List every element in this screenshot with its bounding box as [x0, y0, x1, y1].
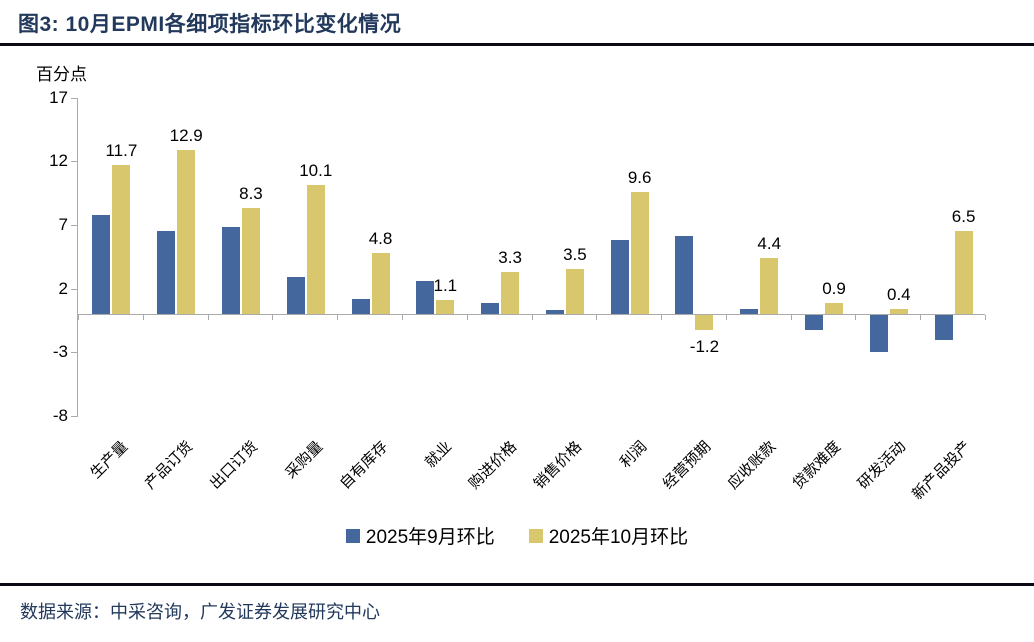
x-axis-tick: [142, 315, 144, 320]
bar-october: [825, 302, 844, 314]
source-note: 数据来源：中采咨询，广发证券发展研究中心: [20, 602, 380, 622]
bar-september: [157, 231, 176, 314]
y-axis-tick: [71, 352, 78, 354]
bar-october: [954, 231, 973, 314]
bar-october: [371, 252, 390, 314]
x-axis-tick: [985, 315, 986, 320]
bar-october: [565, 269, 584, 314]
bar-october: [889, 308, 908, 314]
data-label: 1.1: [433, 275, 458, 295]
bar-september: [351, 298, 370, 314]
bar-september: [740, 308, 759, 314]
x-axis-tick: [790, 315, 792, 320]
legend-swatch-icon: [345, 528, 360, 543]
chart-legend: 2025年9月环比 2025年10月环比: [0, 522, 1034, 549]
y-axis-tick: [71, 224, 78, 226]
data-label: 4.8: [368, 228, 393, 248]
bar-september: [675, 236, 694, 314]
x-axis-tick: [466, 315, 468, 320]
y-axis-tick: [71, 288, 78, 290]
data-label: 12.9: [169, 125, 203, 145]
data-label: 11.7: [105, 141, 138, 161]
y-tick-label: -8: [52, 405, 68, 425]
x-axis-tick: [725, 315, 727, 320]
y-tick-label: 7: [58, 214, 68, 234]
bar-october: [112, 165, 131, 314]
x-axis-line: [78, 314, 985, 315]
y-tick-label: 17: [49, 87, 68, 107]
y-tick-label: 12: [49, 151, 68, 171]
data-label: 3.3: [498, 247, 522, 267]
bar-october: [695, 315, 714, 331]
legend-label: 2025年10月环比: [548, 527, 689, 548]
bar-chart: 百分点 17 12 7 2 -3 -8 11.7 生产量 12.9 产品订货 8.3 出口订货 10.1…: [0, 46, 1034, 566]
bar-october: [306, 185, 325, 314]
bar-september: [481, 302, 500, 314]
bar-september: [286, 277, 305, 314]
legend-label: 2025年9月环比: [365, 527, 495, 548]
bar-october: [501, 271, 520, 314]
bar-september: [869, 315, 888, 352]
bar-september: [610, 240, 629, 314]
x-axis-tick: [531, 315, 533, 320]
bar-september: [934, 315, 953, 341]
y-axis-tick: [71, 97, 78, 99]
data-label: 10.1: [299, 161, 333, 181]
data-label: 0.4: [886, 284, 911, 304]
footer-divider: [0, 583, 1034, 586]
title-divider: [0, 43, 1034, 46]
x-axis-tick: [401, 315, 403, 320]
x-axis-tick: [207, 315, 209, 320]
bar-october: [630, 191, 649, 314]
data-label: 3.5: [563, 245, 587, 265]
y-axis-line: [77, 97, 78, 416]
legend-item: 2025年9月环比: [345, 522, 495, 549]
x-axis-tick: [596, 315, 598, 320]
data-label: 6.5: [951, 207, 976, 227]
y-axis-tick: [71, 161, 78, 163]
bar-september: [416, 280, 435, 314]
y-tick-label: 2: [58, 278, 68, 298]
data-label: -1.2: [689, 337, 720, 357]
figure-title: 图3: 10月EPMI各细项指标环比变化情况: [18, 13, 402, 36]
x-axis-tick: [855, 315, 857, 320]
x-axis-tick: [337, 315, 339, 320]
data-label: 9.6: [627, 167, 652, 187]
bar-october: [436, 299, 455, 314]
bar-september: [805, 315, 824, 331]
x-axis-tick: [920, 315, 922, 320]
legend-swatch-icon: [528, 528, 543, 543]
legend-item: 2025年10月环比: [528, 522, 689, 549]
y-tick-label: -3: [52, 342, 68, 362]
data-label: 0.9: [822, 278, 846, 298]
y-axis-tick: [71, 415, 78, 417]
x-axis-tick: [661, 315, 663, 320]
x-axis-tick: [78, 315, 79, 320]
bar-october: [760, 257, 779, 314]
bar-september: [545, 310, 564, 314]
x-axis-tick: [272, 315, 274, 320]
data-label: 4.4: [757, 233, 782, 253]
bar-october: [241, 208, 260, 314]
y-axis-unit-label: 百分点: [36, 65, 87, 84]
bar-october: [177, 149, 196, 314]
bar-september: [221, 227, 240, 314]
bar-september: [92, 214, 111, 314]
data-label: 8.3: [239, 184, 263, 204]
